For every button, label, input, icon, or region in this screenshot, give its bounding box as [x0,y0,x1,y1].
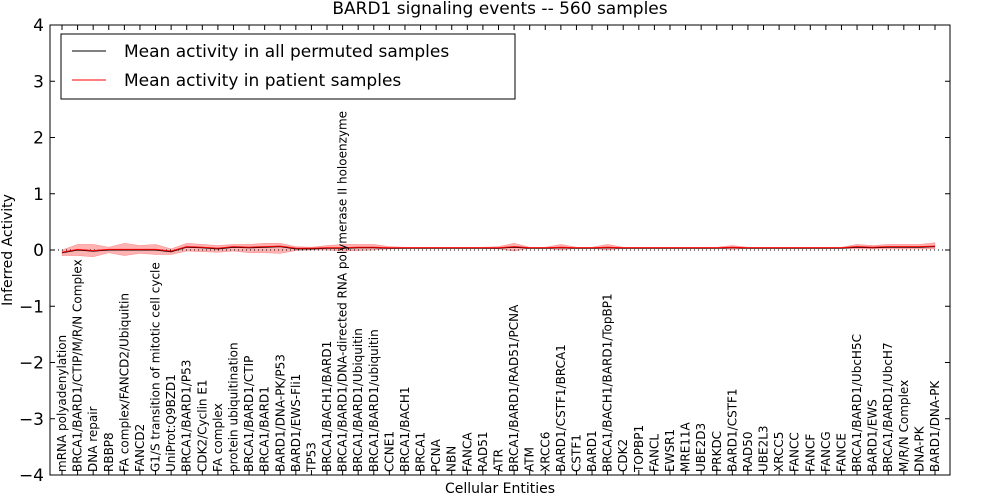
x-tick-label: BARD1/DNA-PK [928,380,942,472]
x-tick-label: PRKDC [710,431,724,472]
x-tick-label: ATR [492,449,506,472]
x-tick-label: BRCA1/BARD1/Ubiquitin [351,328,365,472]
x-tick-label: MRE11A [679,421,693,472]
x-tick-label: TOPBP1 [632,425,646,473]
x-tick-label: BRCA1/BARD1 [258,386,272,472]
x-tick-label: BRCA1 [414,432,428,472]
y-tick-label: 2 [33,129,44,149]
legend-label-patient: Mean activity in patient samples [124,71,401,91]
chart-title: BARD1 signaling events -- 560 samples [332,0,667,19]
x-tick-label: BRCA1/BARD1/CTIP/M/R/N Complex [71,259,85,472]
x-tick-label: M/R/N Complex [897,380,911,472]
x-tick-label: UBE2L3 [757,425,771,472]
x-tick-label: RAD50 [741,431,755,472]
legend-label-permuted: Mean activity in all permuted samples [124,42,449,62]
x-tick-label: XRCC6 [538,432,552,472]
x-tick-label: BARD1/EWS-Fli1 [289,374,303,472]
x-tick-label: CDK2 [616,439,630,472]
y-tick-label: −3 [19,410,44,430]
x-tick-label: DNA repair [86,406,100,472]
x-tick-label: XRCC5 [772,432,786,472]
y-tick-label: 3 [33,72,44,92]
x-tick-label: BRCA1/BARD1/UbcH7 [881,342,895,472]
x-tick-label: BRCA1/BACH1/BARD1/TopBP1 [601,293,615,472]
x-tick-label: BARD1 [585,430,599,472]
x-tick-label: FANCD2 [133,424,147,472]
x-tick-label: UniProt:Q9BZD1 [164,374,178,472]
x-tick-label: CSTF1 [569,434,583,472]
series-line-patient [61,245,936,253]
x-tick-label: BRCA1/BACH1/BARD1 [320,341,334,472]
x-tick-label: BRCA1/BARD1/CTIP [242,356,256,472]
x-tick-label: BRCA1/BARD1/UbcH5C [850,334,864,472]
x-tick-label: TP53 [304,442,318,473]
x-tick-label: protein ubiquitination [227,342,241,472]
x-tick-label: CDK2/Cyclin E1 [195,379,209,472]
x-tick-label: FANCA [460,432,474,472]
x-tick-label: FANCL [647,434,661,472]
x-tick-label: FANCG [819,431,833,472]
x-tick-label: FANCF [803,434,817,472]
legend: Mean activity in all permuted samples Me… [60,33,516,100]
x-tick-label: BARD1/CSTF1/BRCA1 [554,344,568,472]
x-tick-label: RBBP8 [102,432,116,472]
x-tick-label: PCNA [429,438,443,472]
x-tick-label: NBN [445,446,459,472]
legend-box [60,33,516,100]
y-tick-label: −1 [19,297,44,317]
x-tick-label: BARD1/DNA-PK/P53 [273,354,287,472]
x-tick-label: FA complex/FANCD2/Ubiquitin [117,293,131,472]
x-tick-label: FANCC [788,432,802,472]
x-tick-label: BRCA1/BACH1 [398,386,412,472]
x-tick-label: ATM [523,447,537,472]
x-tick-label: BRCA1/BARD1/DNA-directed RNA polymerase … [336,111,350,472]
y-tick-label: 0 [33,241,44,261]
x-tick-label: mRNA polyadenylation [55,335,69,472]
x-tick-label: BRCA1/BARD1/RAD51/PCNA [507,304,521,472]
x-tick-label: DNA-PK [912,425,926,472]
y-axis-label: Inferred Activity [0,194,16,306]
x-tick-label: UBE2D3 [694,423,708,472]
x-tick-label: BRCA1/BARD1/P53 [180,360,194,472]
x-tick-label: BARD1/EWS [866,399,880,472]
y-tick-label: −2 [19,354,44,374]
x-tick-label: BRCA1/BARD1/ubiquitin [367,329,381,472]
y-tick-label: −4 [19,466,44,486]
x-axis-label: Cellular Entities [445,481,555,497]
y-tick-label: 1 [33,185,44,205]
x-tick-label: FANCE [835,433,849,472]
x-tick-label: FA complex [211,403,225,472]
y-tick-label: 4 [33,16,44,36]
x-tick-label: RAD51 [476,431,490,472]
x-tick-label: BARD1/CSTF1 [725,388,739,472]
x-tick-label: CCNE1 [382,431,396,472]
x-tick-label: G1/S transition of mitotic cell cycle [149,262,163,472]
x-tick-label: EWSR1 [663,429,677,472]
